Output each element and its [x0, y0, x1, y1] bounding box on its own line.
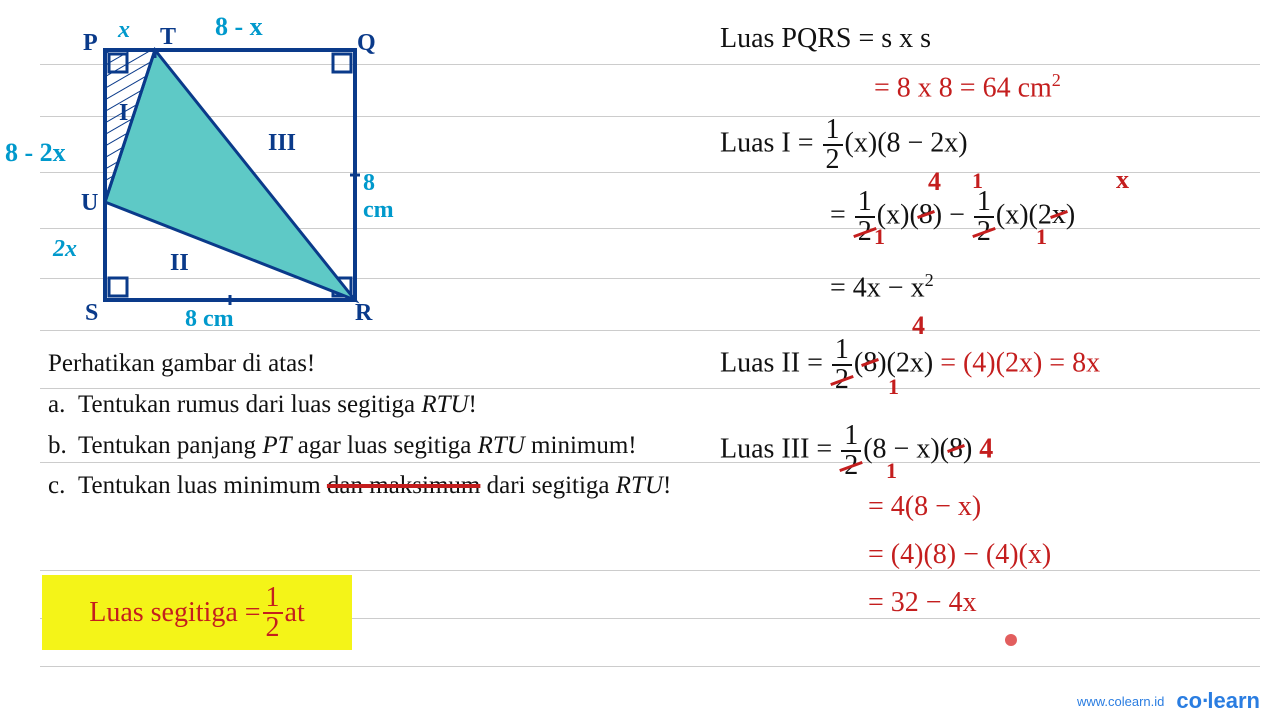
footer-logo: co·learn [1176, 688, 1260, 714]
problem-text: Perhatikan gambar di atas! a. Tentukan r… [48, 345, 688, 508]
dim-PU: 8 - 2x [5, 138, 66, 168]
vertex-Q: Q [357, 30, 376, 57]
dim-PT: x [118, 17, 130, 44]
region-II: II [170, 250, 189, 277]
problem-intro: Perhatikan gambar di atas! [48, 345, 688, 384]
region-III: III [268, 130, 296, 157]
problem-item-b: b. Tentukan panjang PT agar luas segitig… [48, 427, 688, 466]
calc-l2: = 8 x 8 = 64 cm2 [720, 68, 1260, 108]
vertex-S: S [85, 300, 98, 327]
calc-l9: = (4)(8) − (4)(x) [720, 536, 1260, 576]
calc-l10: = 32 − 4x [720, 584, 1260, 624]
vertex-P: P [83, 30, 98, 57]
problem-item-a: a. Tentukan rumus dari luas segitiga RTU… [48, 386, 688, 425]
calc-l5: = 4x − x2 [720, 268, 1260, 308]
calc-l1: Luas PQRS = s x s [720, 20, 1260, 60]
problem-item-c: c. Tentukan luas minimum dan maksimum da… [48, 467, 688, 506]
vertex-U: U [81, 190, 98, 217]
calc-l7: Luas III = 12(8 − x)(8) 4 1 [720, 422, 1260, 480]
footer-url: www.colearn.id [1077, 694, 1164, 709]
geometry-diagram: P T Q R S U x 8 - x 8 cm 8 cm 2x 8 - 2x … [85, 30, 355, 300]
dim-TQ: 8 - x [215, 12, 263, 42]
calculations: Luas PQRS = s x s = 8 x 8 = 64 cm2 Luas … [720, 20, 1260, 632]
diagram-svg [85, 30, 380, 330]
calc-l6: Luas II = 12(8)(2x) = (4)(2x) = 8x 4 1 [720, 336, 1260, 394]
footer: www.colearn.id co·learn [1077, 688, 1260, 714]
vertex-R: R [355, 300, 372, 327]
calc-l4: = 12(x)(8) − 12(x)(2x) 4 1 1 x 1 [720, 188, 1260, 246]
calc-l8: = 4(8 − x) [720, 488, 1260, 528]
dim-SU: 2x [53, 236, 77, 263]
formula-highlight: Luas segitiga = 12 at [42, 575, 352, 650]
calc-l3: Luas I = 12(x)(8 − 2x) [720, 116, 1260, 174]
dim-SR: 8 cm [185, 306, 234, 333]
vertex-T: T [160, 24, 176, 51]
dim-QR: 8 cm [363, 170, 394, 224]
cursor-dot [1005, 634, 1017, 646]
region-I: I [119, 100, 128, 127]
